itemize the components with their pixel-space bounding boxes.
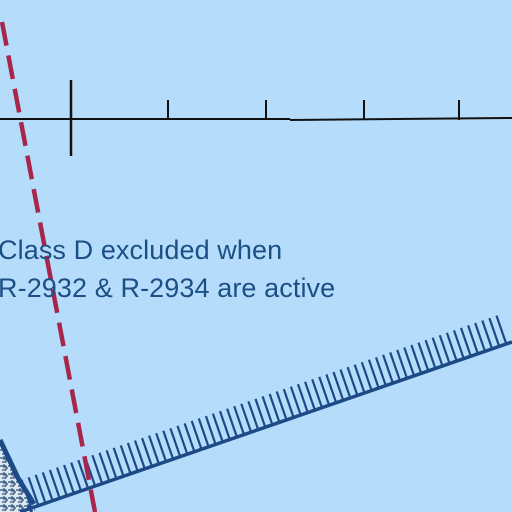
hatch-tick	[282, 388, 295, 418]
hatch-tick	[289, 386, 302, 416]
hatch-tick	[226, 408, 238, 438]
hatch-tick	[112, 447, 125, 477]
boundary-edge-line	[19, 340, 512, 512]
hatch-tick	[211, 413, 224, 443]
hatch-tick	[495, 315, 508, 345]
hatch-tick	[481, 320, 494, 350]
hatch-tick	[318, 376, 331, 406]
hatch-tick	[126, 442, 139, 472]
hatch-tick	[275, 391, 288, 421]
hatch-tick	[431, 337, 444, 367]
hatch-tick	[197, 418, 210, 448]
airspace-note: Class D excluded when R-2932 & R-2934 ar…	[0, 231, 335, 307]
hatch-tick	[296, 383, 309, 413]
hatch-tick	[268, 393, 281, 423]
hatch-tick	[417, 342, 430, 372]
hatch-tick	[169, 427, 182, 457]
hatch-tick	[119, 445, 132, 475]
hatch-tick	[190, 420, 203, 450]
hatch-tick	[63, 464, 75, 494]
hatch-tick	[488, 317, 501, 347]
hatch-tick	[240, 403, 253, 433]
hatch-tick	[339, 369, 352, 399]
hatch-tick	[233, 405, 246, 435]
hatch-tick	[332, 371, 345, 401]
hatch-tick	[304, 381, 316, 411]
hatch-tick	[374, 356, 387, 386]
hatch-tick	[204, 415, 217, 445]
restricted-area-corner	[0, 438, 37, 512]
hatch-tick	[424, 339, 437, 369]
hatch-tick	[254, 398, 267, 428]
boundary-hatch-ticks	[20, 315, 508, 509]
hatch-tick	[98, 452, 111, 482]
hatch-tick	[247, 400, 260, 431]
hatch-tick	[346, 366, 359, 396]
distance-scale-bar	[0, 80, 512, 156]
hatch-tick	[148, 435, 160, 465]
hatch-tick	[360, 361, 373, 391]
airspace-note-line-1: Class D excluded when	[0, 235, 283, 265]
hatch-tick	[311, 378, 324, 409]
hatch-tick	[396, 349, 409, 379]
hatch-tick	[445, 332, 458, 362]
hatch-tick	[141, 437, 153, 467]
hatch-tick	[452, 329, 465, 360]
hatch-tick	[34, 474, 47, 504]
class-d-boundary-dashed	[0, 21, 98, 512]
hatch-tick	[91, 454, 104, 484]
hatch-tick	[162, 430, 175, 460]
hatch-tick	[20, 479, 33, 509]
hatch-tick	[389, 352, 402, 382]
hatch-tick	[261, 396, 274, 426]
airspace-note-line-2: R-2932 & R-2934 are active	[0, 273, 336, 303]
hatch-tick	[70, 462, 83, 492]
boundary-base-line	[26, 505, 34, 512]
hatch-tick	[325, 374, 338, 404]
hatch-tick	[27, 476, 40, 506]
hatch-tick	[403, 347, 416, 377]
hatch-tick	[382, 354, 394, 384]
hatch-tick	[133, 440, 146, 470]
hatch-tick	[105, 449, 118, 480]
hatch-tick	[77, 459, 90, 489]
hatch-tick	[353, 364, 366, 394]
hatch-tick	[48, 469, 61, 499]
hatch-tick	[218, 410, 231, 440]
hatch-tick	[367, 359, 380, 389]
hatch-tick	[55, 467, 68, 497]
hatch-tick	[410, 344, 423, 374]
hatch-tick	[474, 322, 487, 352]
hatch-tick	[176, 425, 189, 455]
hatch-tick	[41, 472, 54, 502]
hatch-tick	[183, 423, 196, 453]
restricted-area-boundary-band	[19, 315, 512, 512]
hatch-tick	[438, 334, 451, 364]
hatch-tick	[467, 325, 479, 355]
hatch-tick	[459, 327, 472, 357]
hatch-tick	[155, 432, 168, 462]
